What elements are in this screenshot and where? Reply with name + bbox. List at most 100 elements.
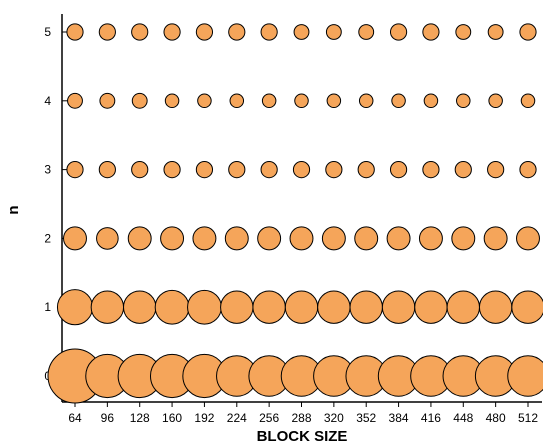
bubble-point (56, 289, 94, 326)
bubble-point (389, 161, 408, 179)
bubble-point (519, 23, 537, 41)
bubble-point (511, 290, 543, 324)
bubble-point (516, 226, 540, 251)
bubble-point (488, 93, 503, 109)
bubble-point (187, 289, 222, 325)
x-tick-label: 96 (101, 411, 115, 425)
bubble-point (228, 161, 246, 179)
bubble-point (252, 290, 286, 324)
bubble-point (228, 23, 246, 41)
bubble-point (451, 226, 476, 251)
x-tick-label: 128 (130, 411, 150, 425)
bubble-point (414, 290, 448, 324)
bubble-point (160, 226, 185, 251)
x-tick-label: 64 (68, 411, 82, 425)
bubble-point (66, 161, 84, 179)
bubble-point (446, 290, 480, 324)
bubble-point (294, 93, 309, 109)
bubble-point (195, 23, 214, 41)
bubble-point (67, 92, 83, 109)
bubble-point (99, 92, 116, 109)
bubble-point (358, 93, 374, 109)
bubble-point (98, 23, 116, 41)
bubble-point (358, 24, 375, 40)
bubble-point (317, 290, 351, 324)
bubble-point (260, 23, 278, 41)
bubble-point (192, 226, 217, 251)
x-tick-label: 352 (356, 411, 376, 425)
bubble-point (284, 290, 319, 324)
y-ticks: 012345 (44, 25, 68, 383)
bubble-point (454, 161, 472, 179)
bubble-point (257, 226, 282, 251)
x-tick-label: 384 (389, 411, 409, 425)
x-tick-label: 512 (518, 411, 538, 425)
bubble-point (326, 93, 342, 109)
bubble-point (163, 161, 181, 179)
bubbles (47, 23, 543, 404)
bubble-point (220, 290, 254, 324)
x-tick-label: 480 (486, 411, 506, 425)
bubble-point (325, 24, 342, 40)
bubble-point (131, 23, 149, 41)
y-tick-label: 3 (44, 163, 51, 177)
bubble-point (354, 226, 379, 251)
y-axis-title: n (5, 205, 22, 214)
x-tick-label: 192 (194, 411, 214, 425)
bubble-point (455, 24, 472, 40)
bubble-point (164, 93, 180, 109)
bubble-point (487, 161, 505, 179)
bubble-point (381, 290, 416, 324)
bubble-point (261, 93, 277, 109)
bubble-point (456, 93, 471, 109)
bubble-point (422, 23, 440, 41)
bubble-point (487, 24, 504, 40)
y-tick-label: 2 (44, 231, 51, 245)
bubble-point (98, 161, 116, 179)
bubble-point (289, 226, 314, 251)
x-tick-label: 288 (291, 411, 311, 425)
bubble-point (357, 161, 375, 179)
bubble-point (131, 161, 149, 179)
x-axis-title: BLOCK SIZE (257, 428, 348, 445)
y-tick-label: 1 (44, 300, 51, 314)
bubble-point (293, 24, 310, 40)
x-ticks: 64 96 128 160 192 224 256 288 320 352 384 416 448 480… (68, 402, 538, 425)
bubble-point (423, 93, 439, 109)
x-tick-label: 416 (421, 411, 441, 425)
bubble-point (123, 290, 157, 324)
bubble-point (66, 23, 84, 41)
bubble-point (519, 161, 537, 179)
x-tick-label: 320 (324, 411, 344, 425)
bubble-point (478, 290, 513, 324)
bubble-point (418, 226, 443, 251)
x-tick-label: 448 (453, 411, 473, 425)
bubble-point (63, 226, 87, 251)
bubble-point (195, 161, 214, 179)
bubble-point (507, 355, 543, 397)
x-tick-label: 256 (259, 411, 279, 425)
bubble-point (197, 93, 212, 109)
bubble-point (163, 23, 181, 41)
bubble-point (90, 290, 125, 324)
bubble-point (325, 161, 343, 179)
bubble-point (349, 290, 383, 324)
bubble-point (292, 161, 311, 179)
bubble-point (391, 93, 406, 109)
x-tick-label: 160 (162, 411, 182, 425)
bubble-point (96, 227, 119, 250)
bubble-point (154, 289, 190, 325)
x-tick-label: 224 (227, 411, 247, 425)
y-tick-label: 5 (44, 25, 51, 39)
bubble-point (224, 226, 249, 251)
bubble-point (389, 23, 408, 41)
bubble-point (229, 93, 245, 109)
bubble-point (483, 226, 508, 251)
bubble-point (127, 226, 152, 251)
bubble-point (321, 226, 346, 251)
bubble-point (386, 226, 411, 251)
bubble-point (260, 161, 278, 179)
bubble-point (422, 161, 440, 179)
